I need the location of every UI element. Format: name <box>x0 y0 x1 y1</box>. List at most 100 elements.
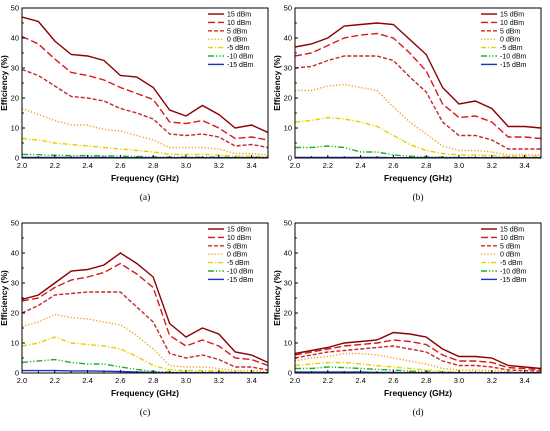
legend-label: 15 dBm <box>227 227 251 234</box>
chart-panel-b: 2.0 2.2 2.4 2.6 2.8 3.0 3.2 3.4 0 10 20 30 40 50 Frequ… <box>272 4 542 183</box>
legend-label: 0 dBm <box>500 37 520 44</box>
y-tick-label: 20 <box>11 94 19 103</box>
legend-label: 10 dBm <box>500 20 524 27</box>
y-tick-label: 40 <box>11 34 19 43</box>
x-tick-label: 3.0 <box>454 161 464 170</box>
x-tick-label: 3.4 <box>246 161 256 170</box>
legend-label: 5 dBm <box>227 28 247 35</box>
y-tick-label: 50 <box>11 219 19 228</box>
y-tick-label: 40 <box>284 249 292 258</box>
x-tick-label: 2.8 <box>421 376 431 385</box>
y-axis-label: Efficiency (%) <box>0 270 9 326</box>
y-tick-label: 30 <box>11 279 19 288</box>
y-tick-label: 30 <box>11 64 19 73</box>
legend-label: 10 dBm <box>500 235 524 242</box>
series-line-10dBm <box>295 32 541 140</box>
y-tick-label: 30 <box>284 279 292 288</box>
x-tick-label: 3.4 <box>519 161 529 170</box>
series-line-5dBm <box>22 68 268 149</box>
legend-label: 5 dBm <box>500 28 520 35</box>
series-line-0dBm <box>295 83 541 156</box>
y-tick-label: 10 <box>11 124 19 133</box>
y-tick-label: 0 <box>15 154 19 163</box>
x-tick-label: 2.0 <box>17 376 27 385</box>
series-line-5dBm <box>295 55 541 150</box>
legend-label: 10 dBm <box>227 235 251 242</box>
legend-label: -5 dBm <box>500 260 523 267</box>
y-tick-label: 50 <box>284 4 292 13</box>
legend-label: -10 dBm <box>500 269 527 276</box>
y-tick-label: 40 <box>11 249 19 258</box>
legend-label: 0 dBm <box>227 37 247 44</box>
x-tick-label: 2.6 <box>115 161 125 170</box>
x-tick-label: 2.0 <box>17 161 27 170</box>
series-line-0dBm <box>22 313 268 373</box>
legend-label: 5 dBm <box>227 243 247 250</box>
x-tick-label: 3.4 <box>246 376 256 385</box>
series-line-10dBm <box>295 339 541 371</box>
x-tick-label: 2.4 <box>355 376 365 385</box>
x-tick-label: 2.6 <box>388 161 398 170</box>
y-axis-label: Efficiency (%) <box>0 55 9 111</box>
x-tick-label: 3.0 <box>181 161 191 170</box>
panel-label: (b) <box>412 192 423 203</box>
chart-panel-a: 2.0 2.2 2.4 2.6 2.8 3.0 3.2 3.4 0 10 20 30 40 50 Frequ… <box>0 4 269 183</box>
legend-label: -5 dBm <box>227 260 250 267</box>
x-tick-label: 2.0 <box>290 161 300 170</box>
x-tick-label: 3.2 <box>487 376 497 385</box>
legend-label: 5 dBm <box>500 243 520 250</box>
y-tick-label: 10 <box>284 124 292 133</box>
y-tick-label: 0 <box>288 154 292 163</box>
x-tick-label: 2.8 <box>148 376 158 385</box>
x-tick-label: 3.2 <box>214 161 224 170</box>
legend-label: 15 dBm <box>500 227 524 234</box>
y-tick-label: 0 <box>15 369 19 378</box>
x-axis-label: Frequency (GHz) <box>384 388 452 398</box>
legend-label: -15 dBm <box>500 277 527 284</box>
x-tick-label: 3.0 <box>181 376 191 385</box>
x-tick-label: 2.6 <box>388 376 398 385</box>
series-line-5dBm <box>22 291 268 371</box>
series-line-15dBm <box>22 16 268 134</box>
legend-label: -10 dBm <box>227 54 254 61</box>
legend-label: 15 dBm <box>500 12 524 19</box>
y-axis-label: Efficiency (%) <box>272 270 282 326</box>
y-tick-label: 0 <box>288 369 292 378</box>
series-line-15dBm <box>295 331 541 370</box>
series-line-15dBm <box>22 252 268 364</box>
series-line-10dBm <box>22 35 268 141</box>
x-tick-label: 3.2 <box>487 161 497 170</box>
y-tick-label: 20 <box>11 309 19 318</box>
legend-label: -15 dBm <box>500 62 527 69</box>
series-line-neg5dBm <box>22 336 268 373</box>
x-tick-label: 3.4 <box>519 376 529 385</box>
series-line-0dBm <box>22 107 268 156</box>
panel-label: (c) <box>140 407 151 418</box>
y-tick-label: 30 <box>284 64 292 73</box>
x-tick-label: 2.2 <box>323 161 333 170</box>
panel-label: (d) <box>412 407 423 418</box>
x-tick-label: 2.8 <box>421 161 431 170</box>
legend-label: -5 dBm <box>500 45 523 52</box>
x-tick-label: 2.6 <box>115 376 125 385</box>
x-tick-label: 2.0 <box>290 376 300 385</box>
y-tick-label: 10 <box>284 339 292 348</box>
x-tick-label: 2.4 <box>82 376 92 385</box>
x-tick-label: 2.2 <box>323 376 333 385</box>
y-tick-label: 50 <box>11 4 19 13</box>
chart-panel-d: 2.0 2.2 2.4 2.6 2.8 3.0 3.2 3.4 0 10 20 30 40 50 Frequ… <box>272 219 542 398</box>
x-axis-label: Frequency (GHz) <box>384 173 452 183</box>
y-tick-label: 20 <box>284 94 292 103</box>
legend-label: 0 dBm <box>227 252 247 259</box>
legend-label: 10 dBm <box>227 20 251 27</box>
legend-label: 0 dBm <box>500 252 520 259</box>
legend-label: -15 dBm <box>227 62 254 69</box>
x-axis-label: Frequency (GHz) <box>111 388 179 398</box>
x-tick-label: 3.2 <box>214 376 224 385</box>
legend-label: -15 dBm <box>227 277 254 284</box>
